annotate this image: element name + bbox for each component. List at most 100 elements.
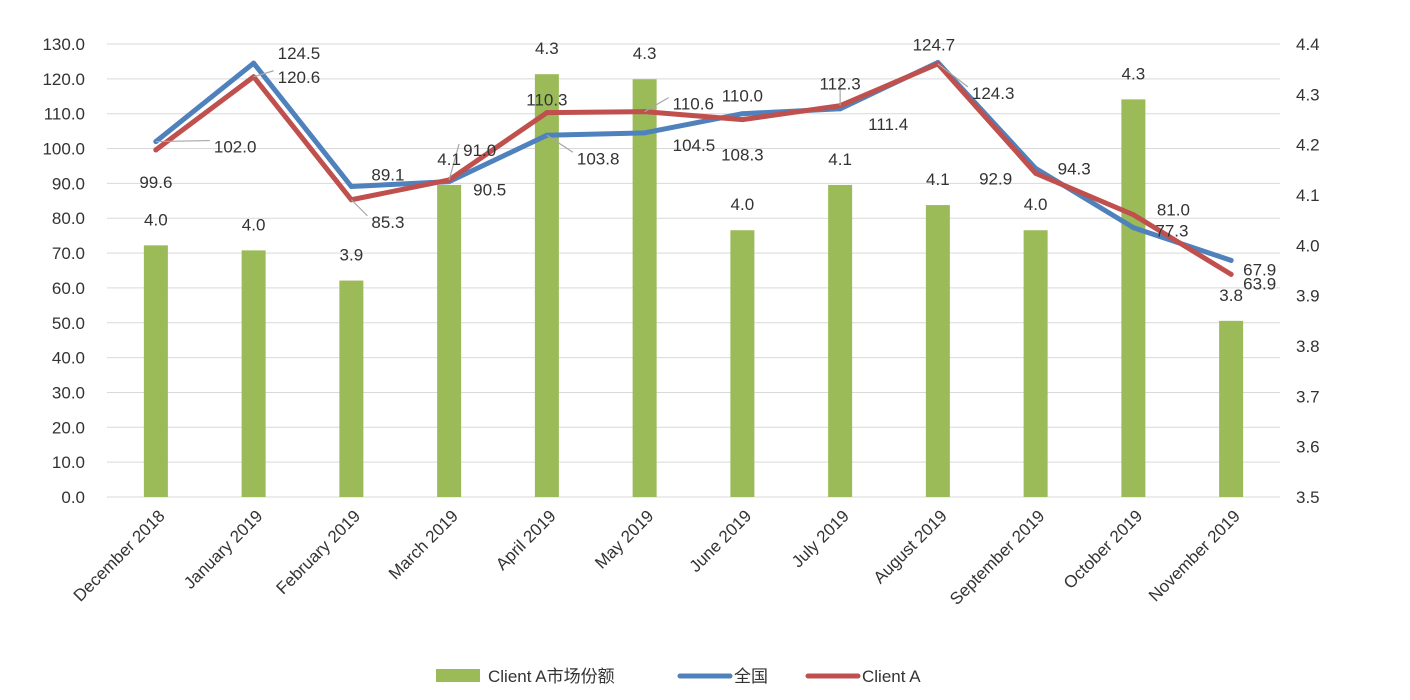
bar: [632, 79, 657, 497]
bar-data-label: 3.8: [1219, 286, 1243, 305]
y-axis-tick-label: 20.0: [52, 418, 85, 437]
bar-data-label: 4.0: [144, 210, 168, 229]
x-axis-tick-label: November 2019: [1145, 506, 1244, 605]
y2-axis-tick-label: 4.4: [1296, 35, 1320, 54]
y-axis-tick-label: 30.0: [52, 383, 85, 402]
y-axis-tick-label: 80.0: [52, 209, 85, 228]
line-data-label: 102.0: [214, 138, 257, 157]
line-data-label: 124.5: [278, 44, 321, 63]
legend-label: Client A: [862, 667, 921, 686]
y2-axis-tick-label: 3.8: [1296, 337, 1320, 356]
line-point: [251, 60, 257, 66]
line-data-label: 110.6: [673, 95, 714, 114]
x-axis-tick-label: May 2019: [591, 506, 657, 572]
y-axis-tick-label: 110.0: [44, 105, 85, 124]
line-data-label: 63.9: [1243, 274, 1276, 293]
line-data-label: 124.7: [913, 35, 956, 54]
bar: [730, 230, 755, 497]
label-layer: 4.0 4.0 3.9 4.1 4.3 4.3 4.0 4.1 4.1 4.0 4.3 3.8 102.…: [139, 35, 1276, 304]
y-axis-tick-label: 100.0: [42, 140, 85, 159]
line-data-label: 104.5: [673, 136, 716, 155]
legend: Client A市场份额 全国 Client A: [436, 667, 921, 686]
y-axis-tick-label: 60.0: [52, 279, 85, 298]
y2-axis-tick-label: 4.1: [1296, 186, 1320, 205]
bar: [437, 184, 462, 497]
label-leader-line: [546, 134, 574, 153]
bar: [1121, 99, 1146, 497]
line-point: [642, 130, 648, 136]
bar-data-label: 4.1: [926, 170, 950, 189]
bar: [925, 205, 950, 498]
legend-swatch-bar: [436, 669, 480, 682]
line-data-label: 111.4: [868, 115, 908, 134]
x-axis-tick-label: September 2019: [946, 506, 1048, 608]
bar-data-label: 4.1: [828, 150, 852, 169]
line-data-label: 92.9: [979, 169, 1012, 188]
line-data-label: 120.6: [278, 68, 321, 87]
bar-data-label: 4.3: [1122, 64, 1146, 83]
line-data-label: 77.3: [1155, 222, 1188, 241]
y2-axis-tick-label: 3.6: [1296, 438, 1320, 457]
line-data-label: 94.3: [1058, 159, 1091, 178]
line-data-label: 90.5: [473, 181, 506, 200]
line-data-label: 124.3: [972, 84, 1015, 103]
legend-label: Client A市场份额: [488, 667, 615, 686]
bar-data-label: 4.0: [731, 195, 755, 214]
line-point: [1130, 212, 1136, 218]
line-data-label: 110.0: [722, 87, 763, 106]
y-axis-tick-label: 40.0: [52, 349, 85, 368]
line-point: [153, 147, 159, 153]
label-leader-line: [937, 63, 969, 88]
x-axis-tick-label: March 2019: [385, 506, 462, 583]
bar: [534, 74, 559, 497]
bar: [1219, 320, 1244, 497]
line-point: [544, 110, 550, 116]
y2-axis-tick-label: 4.0: [1296, 236, 1320, 255]
bar-data-label: 4.0: [1024, 195, 1048, 214]
x-axis-tick-label: July 2019: [788, 506, 853, 571]
leader-layer: [155, 63, 969, 217]
line-layer: [153, 59, 1234, 277]
bar: [1023, 230, 1048, 497]
line-point: [1228, 257, 1234, 263]
line-data-label: 81.0: [1157, 201, 1190, 220]
line-data-label: 112.3: [819, 75, 860, 94]
x-axis-tick-label: January 2019: [180, 506, 266, 592]
y-axis-tick-label: 0.0: [61, 488, 85, 507]
label-leader-line: [448, 143, 460, 181]
y-axis-tick-label: 50.0: [52, 314, 85, 333]
bar-data-label: 4.0: [242, 215, 266, 234]
client-a-series-line: [153, 61, 1234, 277]
line-point: [739, 111, 745, 117]
x-axis-tick-label: October 2019: [1060, 506, 1146, 592]
x-axis-tick-label: December 2018: [70, 506, 169, 605]
line-data-label: 110.3: [526, 91, 567, 110]
y-axis-tick-label: 10.0: [52, 453, 85, 472]
label-leader-line: [644, 97, 669, 113]
label-leader-line: [350, 199, 368, 217]
y2-axis-tick-label: 4.3: [1296, 85, 1320, 104]
x-axis-tick-label: August 2019: [870, 506, 951, 587]
bar-data-label: 4.3: [633, 44, 657, 63]
line-point: [739, 117, 745, 123]
legend-label: 全国: [734, 667, 768, 686]
bar: [339, 280, 364, 497]
bar: [143, 245, 168, 497]
line-data-label: 67.9: [1243, 260, 1276, 279]
line-point: [1130, 225, 1136, 231]
bar: [828, 184, 853, 497]
y2-axis-tick-label: 3.9: [1296, 287, 1320, 306]
bar: [241, 250, 266, 497]
x-axis-tick-label: February 2019: [273, 506, 365, 598]
grid-layer: [107, 43, 1280, 498]
label-leader-line: [253, 70, 274, 78]
x-axis-tick-label: June 2019: [686, 506, 756, 576]
line-point: [348, 184, 354, 190]
y2-axis-tick-label: 4.2: [1296, 136, 1320, 155]
label-leader-line: [155, 139, 210, 143]
line-data-label: 99.6: [139, 173, 172, 192]
line-data-label: 85.3: [371, 213, 404, 232]
y-axis-tick-label: 120.0: [42, 70, 85, 89]
